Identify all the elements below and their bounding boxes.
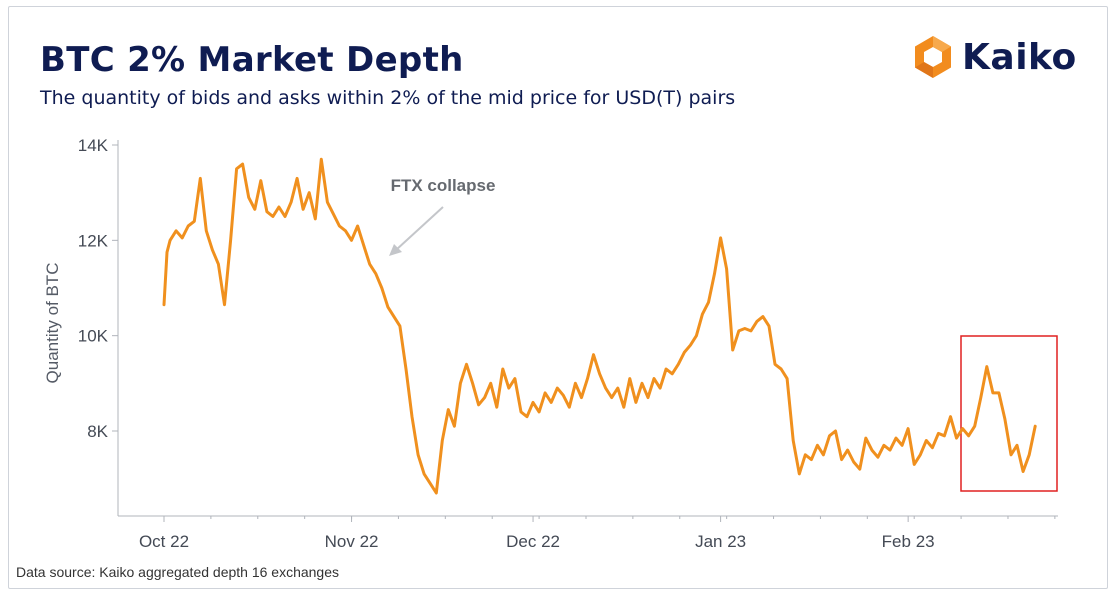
- chart-title: BTC 2% Market Depth: [40, 40, 464, 80]
- annotation-label: FTX collapse: [391, 176, 496, 195]
- x-tick-label: Feb 23: [882, 532, 935, 551]
- y-tick-label: 12K: [78, 231, 109, 250]
- axes: 8K 10K 12K 14K Oct 22 Nov 22 Dec 22 Jan 23 Feb 2…: [43, 136, 1058, 551]
- series-layer: [162, 157, 1037, 495]
- y-tick-label: 8K: [87, 422, 108, 441]
- annotation-arrow-line: [395, 206, 444, 251]
- x-tick-label: Dec 22: [506, 532, 560, 551]
- y-tick-label: 10K: [78, 327, 109, 346]
- y-tick-label: 14K: [78, 136, 109, 155]
- annotations: FTX collapse: [389, 176, 1058, 492]
- annotation-arrow-head: [389, 244, 402, 256]
- x-tick-label: Nov 22: [325, 532, 379, 551]
- x-tick-label: Oct 22: [139, 532, 189, 551]
- series-line: [162, 157, 1037, 495]
- highlight-box: [960, 335, 1058, 492]
- kaiko-logo-text: Kaiko: [962, 36, 1077, 78]
- kaiko-logo: Kaiko: [910, 32, 1077, 82]
- chart-frame: [8, 6, 1108, 589]
- kaiko-logo-icon: [915, 36, 951, 78]
- y-axis-label: Quantity of BTC: [43, 263, 62, 384]
- data-source-note: Data source: Kaiko aggregated depth 16 e…: [16, 564, 340, 580]
- chart-subtitle: The quantity of bids and asks within 2% …: [40, 87, 736, 109]
- x-tick-label: Jan 23: [695, 532, 746, 551]
